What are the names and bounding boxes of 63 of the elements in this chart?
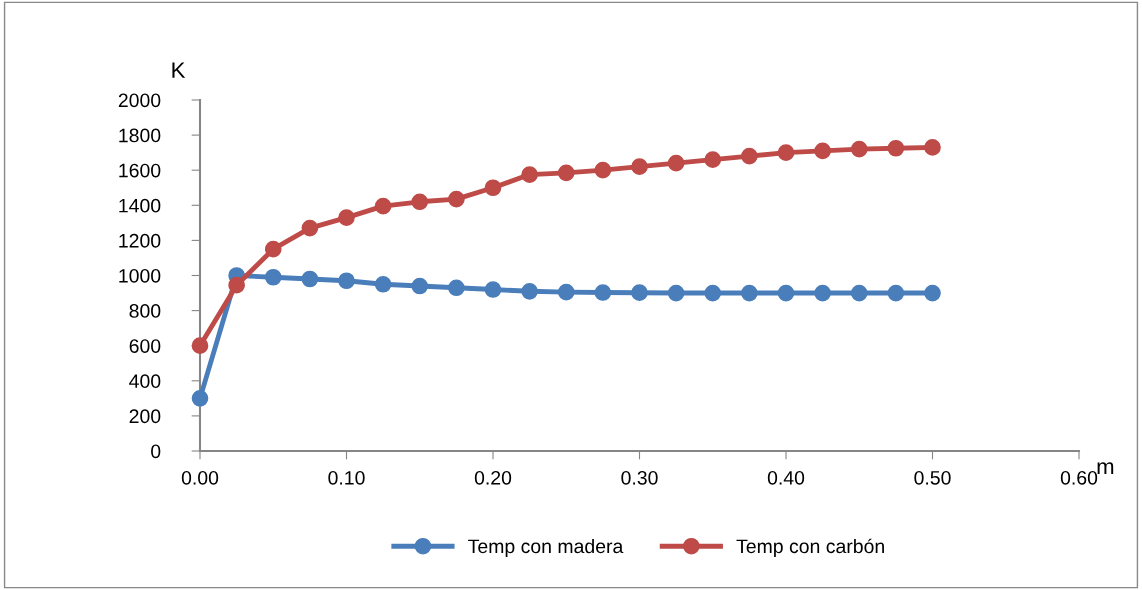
point — [924, 139, 941, 156]
point — [411, 193, 429, 211]
point — [777, 144, 795, 161]
x-tick-label: 0.30 — [621, 470, 658, 485]
x-tick-label: 0.10 — [328, 470, 365, 485]
y-tick-label: 800 — [129, 304, 161, 318]
x-tick-label: 0.20 — [474, 470, 512, 485]
point — [631, 158, 648, 176]
point — [850, 140, 868, 158]
point — [741, 147, 758, 165]
y-tick-label: 1600 — [119, 163, 161, 178]
point — [704, 284, 722, 302]
point — [924, 284, 941, 302]
point — [631, 284, 648, 302]
y-tick-label: 400 — [129, 374, 161, 389]
point — [557, 164, 575, 182]
point — [448, 279, 465, 297]
point — [338, 209, 355, 226]
point — [191, 337, 209, 355]
point — [374, 197, 392, 215]
y-tick-label: 1000 — [119, 268, 161, 283]
point — [741, 284, 758, 302]
y-axis-title: K — [172, 62, 186, 78]
point — [887, 139, 905, 157]
legend-label: Temp con carbón — [736, 538, 884, 558]
point — [448, 190, 465, 208]
y-tick-label: 1800 — [119, 128, 161, 143]
point — [594, 284, 612, 301]
x-axis-title: m — [1097, 462, 1114, 475]
y-tick-label: 2000 — [118, 93, 161, 108]
point — [521, 166, 538, 183]
y-tick-label: 200 — [129, 409, 161, 424]
point — [191, 390, 209, 407]
point — [850, 284, 868, 302]
point — [301, 270, 319, 288]
point — [704, 151, 722, 169]
point — [814, 284, 831, 302]
point — [887, 284, 905, 302]
point — [484, 179, 502, 197]
y-tick-label: 600 — [129, 339, 161, 353]
point — [338, 272, 355, 290]
point — [301, 219, 319, 237]
point — [484, 281, 502, 298]
point — [411, 277, 429, 295]
point — [667, 154, 685, 172]
point — [594, 161, 612, 179]
x-tick-label: 0.50 — [914, 470, 951, 485]
y-tick-label: 1200 — [119, 233, 161, 248]
point — [264, 268, 282, 286]
y-tick-label: 1400 — [119, 198, 161, 213]
point — [228, 276, 245, 294]
x-tick-label: 0.00 — [181, 470, 219, 485]
point — [814, 142, 831, 160]
x-tick-label: 0.60 — [1060, 470, 1098, 485]
point — [557, 283, 575, 301]
x-tick-label: 0.40 — [767, 470, 805, 485]
point — [667, 284, 685, 302]
point — [777, 284, 795, 302]
y-tick-label: 0 — [151, 444, 161, 459]
point — [374, 275, 392, 293]
point — [521, 282, 538, 300]
point — [264, 240, 282, 258]
legend-label: Temp con madera — [468, 538, 624, 558]
